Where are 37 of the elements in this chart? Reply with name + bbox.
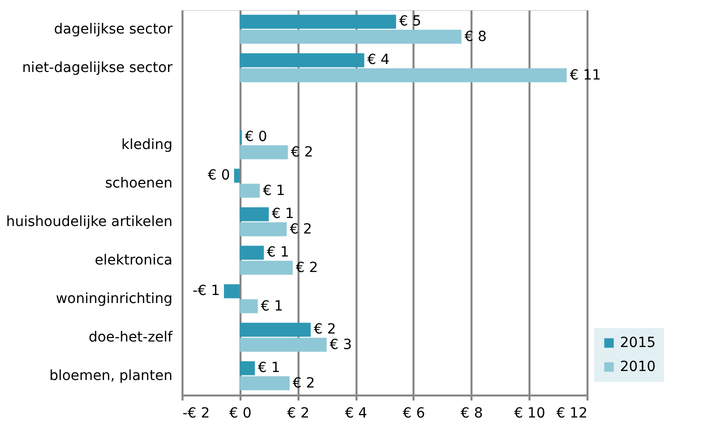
x-tick-label: € 6 (402, 406, 426, 422)
data-label: € 11 (570, 67, 601, 84)
y-tick-label: doe-het-zelf (88, 329, 174, 346)
y-tick-label: bloemen, planten (49, 368, 172, 384)
x-tick-label: € 8 (460, 406, 483, 422)
x-tick-label: € 12 (556, 406, 588, 422)
x-tick-label: € 0 (229, 406, 252, 422)
y-tick-label: woninginrichting (56, 290, 172, 307)
y-tick-label: schoenen (105, 175, 172, 192)
y-tick-label: kleding (121, 136, 172, 153)
data-label: € 0 (244, 129, 268, 146)
x-tick-label: € 2 (287, 406, 310, 422)
y-tick-label: niet-dagelijkse sector (22, 60, 173, 76)
data-label: € 2 (290, 221, 312, 238)
data-label: € 0 (208, 168, 230, 184)
y-tick-label: dagelijkse sector (54, 21, 173, 38)
data-label: € 1 (266, 244, 290, 261)
data-label: € 2 (292, 375, 315, 392)
data-label: € 5 (399, 14, 422, 30)
data-label: € 3 (330, 336, 352, 353)
data-label: € 1 (260, 298, 284, 314)
data-label: € 2 (314, 322, 336, 338)
y-tick-label: elektronica (94, 252, 172, 268)
data-label: € 4 (367, 52, 390, 68)
data-label: € 1 (258, 360, 280, 376)
legend-label: 2015 (620, 335, 656, 351)
data-label: € 8 (464, 28, 487, 45)
data-label: € 1 (262, 182, 286, 199)
data-label: € 1 (272, 206, 294, 222)
data-label: € 2 (296, 260, 318, 276)
x-tick-label: € 10 (514, 406, 546, 422)
data-label: -€ 1 (192, 283, 220, 300)
data-label: € 2 (290, 144, 314, 160)
y-tick-label: huishoudelijke artikelen (6, 214, 172, 230)
legend-label: 2010 (620, 359, 656, 375)
x-tick-label: -€ 2 (182, 406, 210, 422)
x-tick-label: € 4 (344, 406, 368, 422)
